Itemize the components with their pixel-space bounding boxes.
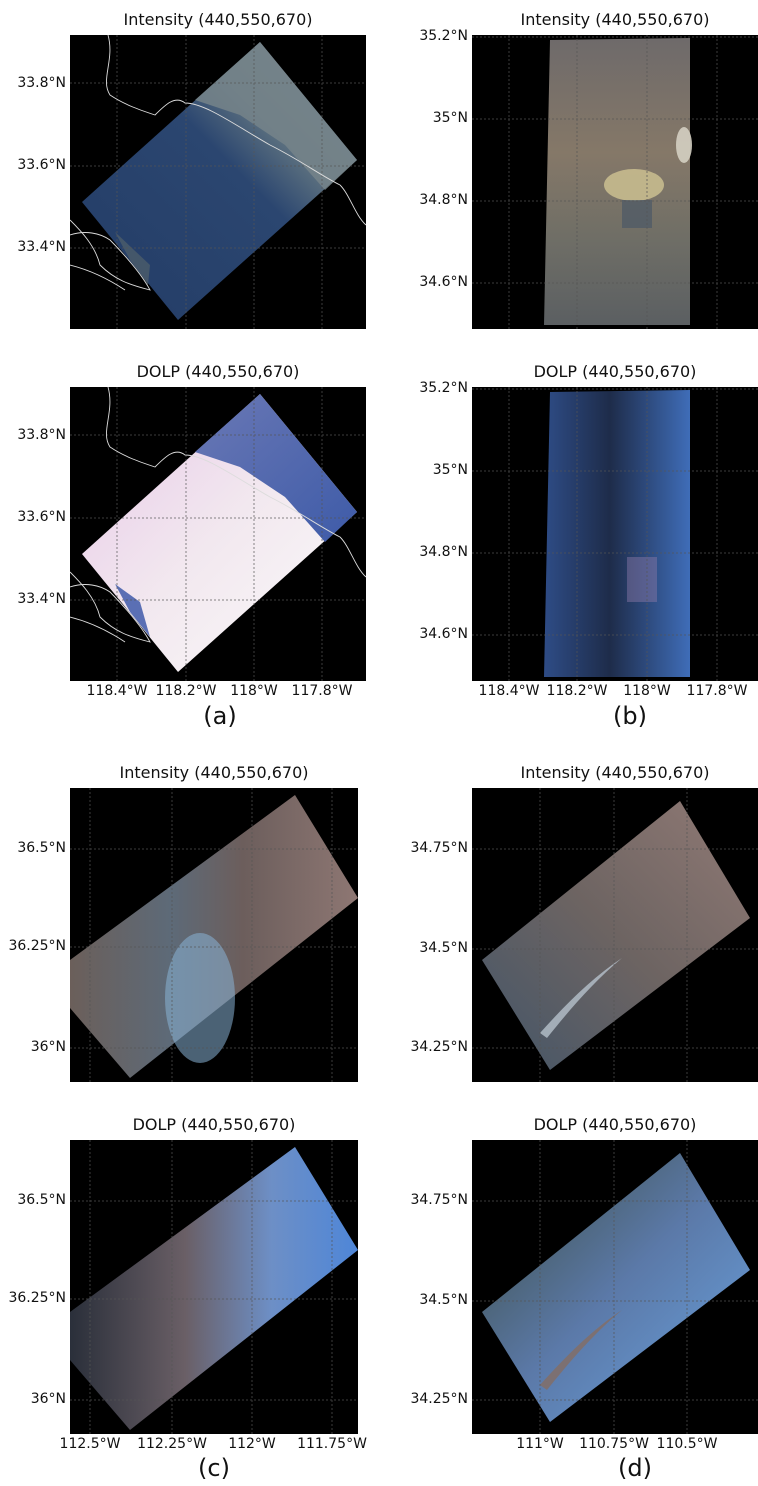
panel-b-xlabel-1: 118.4°W xyxy=(478,683,540,699)
panel-d-bottom-ylabel-2: 34.5°N xyxy=(419,1292,468,1308)
swath-d-dolp xyxy=(482,1153,750,1422)
panel-c-top-title: Intensity (440,550,670) xyxy=(119,763,309,782)
panel-c-xlabel-3: 112°W xyxy=(228,1436,276,1452)
panel-b-intensity-svg xyxy=(472,35,758,329)
swath-d-intensity xyxy=(482,801,750,1070)
panel-c-bottom-ylabel-1: 36.5°N xyxy=(17,1192,66,1208)
panel-b-bottom-ylabel-2: 35°N xyxy=(432,462,468,478)
panel-d-xlabel-1: 111°W xyxy=(516,1436,564,1452)
panel-b-top-ylabel-3: 34.8°N xyxy=(419,192,468,208)
panel-d-top-ylabel-3: 34.25°N xyxy=(410,1039,468,1055)
panel-c-xlabel-2: 112.25°W xyxy=(137,1436,207,1452)
panel-a-intensity-svg xyxy=(70,35,366,329)
panel-a-top-title: Intensity (440,550,670) xyxy=(123,10,313,29)
panel-a-top-ylabel-1: 33.8°N xyxy=(17,75,66,91)
panel-d-intensity-svg xyxy=(472,788,758,1082)
panel-c-top-ylabel-1: 36.5°N xyxy=(17,840,66,856)
panel-c-bottom-ylabel-2: 36.25°N xyxy=(8,1290,66,1306)
swath-c-intensity xyxy=(70,795,358,1078)
panel-b-bottom-title: DOLP (440,550,670) xyxy=(533,362,697,381)
panel-c-dolp-image xyxy=(70,1140,358,1434)
panel-d-bottom-title: DOLP (440,550,670) xyxy=(533,1115,697,1134)
panel-b-top-ylabel-2: 35°N xyxy=(432,110,468,126)
caption-d: (d) xyxy=(618,1454,652,1482)
panel-a-xlabel-2: 118.2°W xyxy=(155,683,217,699)
panel-c-top-ylabel-2: 36.25°N xyxy=(8,938,66,954)
panel-c-intensity-image xyxy=(70,788,358,1082)
panel-d-bottom-ylabel-3: 34.25°N xyxy=(410,1391,468,1407)
panel-c-top-ylabel-3: 36°N xyxy=(30,1039,66,1055)
panel-a-xlabel-4: 117.8°W xyxy=(291,683,353,699)
panel-c-bottom-ylabel-3: 36°N xyxy=(30,1391,66,1407)
panel-b-xlabel-2: 118.2°W xyxy=(546,683,608,699)
panel-b-bottom-ylabel-1: 35.2°N xyxy=(419,380,468,396)
panel-b-bottom-ylabel-3: 34.8°N xyxy=(419,544,468,560)
panel-d-top-ylabel-2: 34.5°N xyxy=(419,940,468,956)
panel-d-bottom-ylabel-1: 34.75°N xyxy=(410,1192,468,1208)
panel-b-top-title: Intensity (440,550,670) xyxy=(520,10,710,29)
panel-d-xlabel-2: 110.75°W xyxy=(579,1436,649,1452)
panel-c-xlabel-4: 111.75°W xyxy=(297,1436,367,1452)
panel-d-top-title: Intensity (440,550,670) xyxy=(520,763,710,782)
panel-c-xlabel-1: 112.5°W xyxy=(59,1436,121,1452)
panel-b-top-ylabel-4: 34.6°N xyxy=(419,274,468,290)
panel-a-dolp-image xyxy=(70,387,366,681)
panel-c-dolp-svg xyxy=(70,1140,358,1434)
panel-b-bottom-ylabel-4: 34.6°N xyxy=(419,626,468,642)
panel-a-bottom-ylabel-1: 33.8°N xyxy=(17,427,66,443)
panel-a-top-ylabel-3: 33.4°N xyxy=(17,239,66,255)
panel-a-bottom-ylabel-3: 33.4°N xyxy=(17,591,66,607)
caption-a: (a) xyxy=(203,702,237,730)
panel-c-bottom-title: DOLP (440,550,670) xyxy=(132,1115,296,1134)
panel-a-bottom-ylabel-2: 33.6°N xyxy=(17,509,66,525)
panel-d-dolp-svg xyxy=(472,1140,758,1434)
panel-b-intensity-image xyxy=(472,35,758,329)
swath-b-dolp xyxy=(544,390,690,677)
panel-d-top-ylabel-1: 34.75°N xyxy=(410,840,468,856)
panel-b-xlabel-4: 117.8°W xyxy=(686,683,748,699)
panel-a-dolp-svg xyxy=(70,387,366,681)
panel-d-intensity-image xyxy=(472,788,758,1082)
panel-b-dolp-image xyxy=(472,387,758,681)
panel-b-xlabel-3: 118°W xyxy=(623,683,671,699)
panel-a-bottom-title: DOLP (440,550,670) xyxy=(136,362,300,381)
panel-b-dolp-svg xyxy=(472,387,758,681)
panel-a-xlabel-3: 118°W xyxy=(230,683,278,699)
panel-a-top-ylabel-2: 33.6°N xyxy=(17,157,66,173)
caption-c: (c) xyxy=(198,1454,230,1482)
panel-a-xlabel-1: 118.4°W xyxy=(86,683,148,699)
swath-c-dolp xyxy=(70,1147,358,1430)
panel-d-dolp-image xyxy=(472,1140,758,1434)
panel-a-intensity-image xyxy=(70,35,366,329)
caption-b: (b) xyxy=(613,702,647,730)
panel-d-xlabel-3: 110.5°W xyxy=(656,1436,718,1452)
panel-c-intensity-svg xyxy=(70,788,358,1082)
panel-b-top-ylabel-1: 35.2°N xyxy=(419,28,468,44)
